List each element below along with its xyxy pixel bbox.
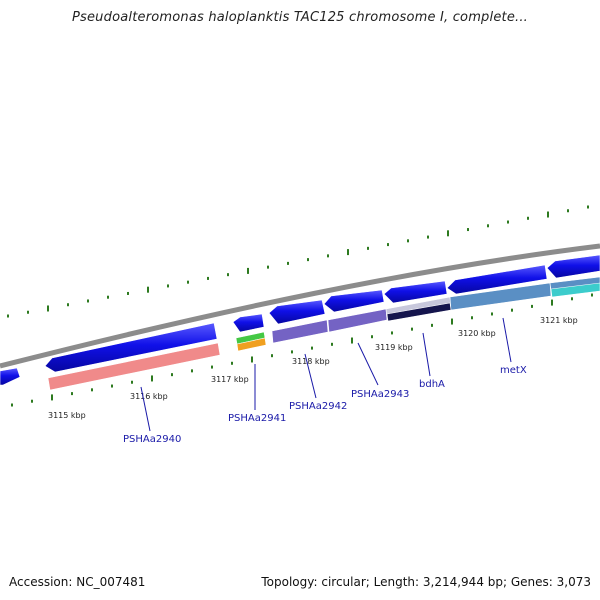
gene-label: bdhA (419, 379, 445, 390)
kbp-label: 3115 kbp (48, 411, 86, 420)
gene-leader-line (140, 386, 151, 432)
kbp-label: 3116 kbp (130, 392, 168, 401)
gene-label: PSHAa2942 (289, 401, 347, 412)
kbp-label: 3121 kbp (540, 316, 578, 325)
cog-bar (449, 282, 552, 311)
gene-arrow (383, 280, 448, 304)
gene-leader-line (422, 332, 431, 377)
map-title: Pseudoalteromonas haloplanktis TAC125 ch… (71, 10, 529, 25)
cog-bar (236, 337, 267, 352)
gene-arrow (268, 299, 326, 325)
cog-bar (47, 342, 221, 391)
kbp-label: 3117 kbp (211, 375, 249, 384)
cog-bar (327, 308, 388, 333)
kbp-label: 3118 kbp (292, 357, 330, 366)
gene-label: PSHAa2940 (123, 434, 181, 445)
gene-leader-line (502, 317, 512, 363)
gene-arrow (44, 322, 218, 373)
tick-marks (7, 205, 593, 407)
gene-label: PSHAa2941 (228, 413, 286, 424)
gene-arrows (0, 254, 600, 386)
chromosome-backbone (0, 243, 600, 369)
cog-bar (549, 276, 600, 291)
cog-bar (271, 319, 329, 344)
gene-label: metX (500, 365, 527, 376)
cog-bar (550, 282, 600, 298)
genome-summary-text: Topology: circular; Length: 3,214,944 bp… (261, 575, 591, 589)
gene-arrow (446, 264, 548, 295)
gene-leader-line (357, 342, 379, 386)
kbp-labels: 3115 kbp 3116 kbp 3117 kbp 3118 kbp 3119 kbp… (48, 316, 578, 420)
gene-leader-line (304, 353, 317, 399)
gene-arrow (323, 289, 385, 313)
gene-arrow (546, 254, 600, 279)
gene-label: PSHAa2943 (351, 389, 409, 400)
gene-arrow (0, 367, 21, 386)
gene-arrow (232, 313, 265, 333)
accession-text: Accession: NC_007481 (9, 575, 146, 589)
kbp-label: 3120 kbp (458, 329, 496, 338)
kbp-label: 3119 kbp (375, 343, 413, 352)
cog-bars (47, 276, 600, 391)
